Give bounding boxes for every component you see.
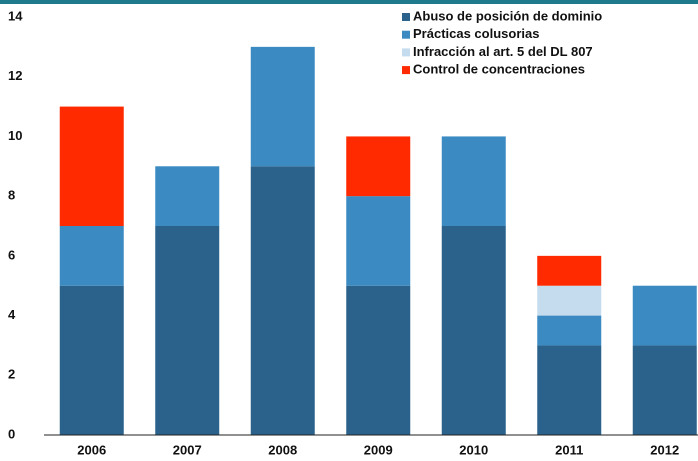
x-tick-label: 2010 bbox=[459, 442, 488, 457]
bar-segment bbox=[346, 136, 411, 197]
bar-segment bbox=[537, 285, 602, 316]
y-tick-label: 4 bbox=[8, 307, 16, 322]
bar-segment bbox=[250, 46, 315, 167]
bar-segment bbox=[346, 285, 411, 435]
legend-label: Infracción al art. 5 del DL 807 bbox=[413, 44, 593, 59]
bar-segment bbox=[59, 226, 124, 286]
bar-segment bbox=[155, 166, 220, 226]
bar-segment bbox=[537, 255, 602, 286]
bar-segment bbox=[632, 345, 697, 435]
bar-segment bbox=[59, 106, 124, 226]
bar-segment bbox=[441, 136, 506, 226]
y-tick-label: 2 bbox=[8, 367, 15, 382]
y-tick-label: 14 bbox=[8, 8, 23, 23]
legend-label: Abuso de posición de dominio bbox=[413, 8, 602, 23]
bar-segment bbox=[250, 166, 315, 436]
x-tick-label: 2011 bbox=[555, 442, 583, 457]
bar-segment bbox=[537, 345, 602, 435]
y-tick-label: 10 bbox=[8, 128, 22, 143]
legend-label: Prácticas colusorias bbox=[413, 26, 539, 41]
legend-label: Control de concentraciones bbox=[413, 62, 585, 77]
bar-segment bbox=[346, 196, 411, 286]
x-tick-label: 2006 bbox=[77, 442, 106, 457]
bar-segment bbox=[155, 226, 220, 435]
x-tick-label: 2007 bbox=[173, 442, 202, 457]
x-tick-label: 2012 bbox=[650, 442, 679, 457]
bar-segment bbox=[632, 285, 697, 346]
x-tick-label: 2008 bbox=[268, 442, 297, 457]
y-tick-label: 6 bbox=[8, 247, 15, 262]
top-rule bbox=[0, 0, 698, 4]
bar-segment bbox=[441, 226, 506, 435]
legend-swatch bbox=[402, 66, 410, 75]
legend-swatch bbox=[402, 48, 410, 57]
bar-segment bbox=[537, 315, 602, 346]
x-tick-label: 2009 bbox=[364, 442, 393, 457]
y-tick-label: 8 bbox=[8, 188, 15, 203]
legend-swatch bbox=[402, 13, 410, 21]
y-tick-label: 0 bbox=[8, 426, 15, 441]
legend-swatch bbox=[402, 30, 410, 39]
y-tick-label: 12 bbox=[8, 68, 22, 83]
bar-segment bbox=[59, 285, 124, 435]
